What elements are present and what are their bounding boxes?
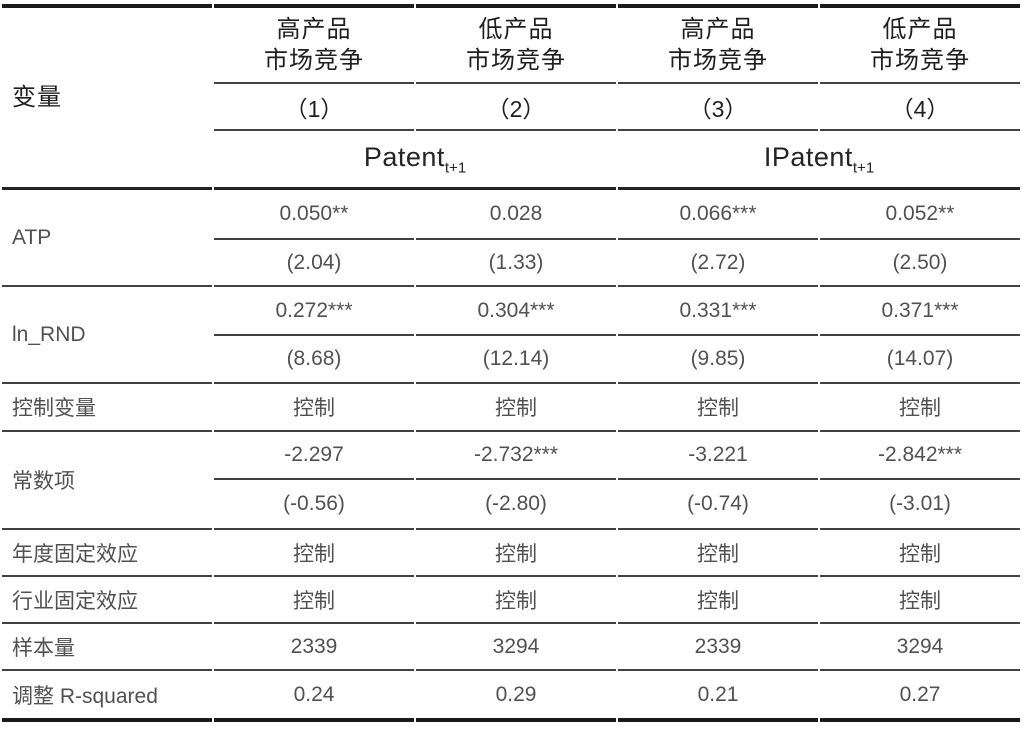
row-label: 行业固定效应 — [2, 577, 212, 624]
regression-results-table: 变量 高产品 市场竞争 低产品 市场竞争 高产品 市场竞争 低产品 市场竞争 （… — [0, 4, 1022, 722]
model-number-1: （1） — [214, 84, 414, 131]
coef-cell: 0.304*** — [416, 287, 616, 336]
depvar-subscript: t+1 — [852, 159, 875, 177]
coef-cell: -2.297 — [214, 432, 414, 480]
depvar-base: IPatent — [763, 141, 853, 172]
variable-column-header: 变量 — [2, 4, 212, 190]
group-header-line: 市场竞争 — [264, 47, 364, 74]
value-cell: 0.21 — [618, 671, 818, 722]
row-constant-tstat: (-0.56) (-2.80) (-0.74) (-3.01) — [2, 480, 1020, 530]
tstat-cell: (-3.01) — [820, 480, 1020, 530]
value-cell: 控制 — [618, 577, 818, 624]
row-lnrnd-coef: ln_RND 0.272*** 0.304*** 0.331*** 0.371*… — [2, 287, 1020, 384]
group-header-line: 高产品 — [680, 16, 756, 43]
coef-cell: 0.371*** — [820, 287, 1020, 336]
value-cell: 0.24 — [214, 671, 414, 722]
coef-cell: -3.221 — [618, 432, 818, 480]
header-model-number-row: （1） （2） （3） （4） — [2, 84, 1020, 131]
coef-cell: -2.842*** — [820, 432, 1020, 480]
value-cell: 控制 — [416, 577, 616, 624]
group-header-line: 低产品 — [882, 16, 958, 43]
value-cell: 控制 — [820, 530, 1020, 577]
value-cell: 控制 — [416, 530, 616, 577]
group-header-1: 高产品 市场竞争 — [214, 4, 414, 84]
depvar-ipatent: IPatentt+1 — [618, 131, 1020, 190]
value-cell: 3294 — [416, 624, 616, 671]
tstat-cell: (12.14) — [416, 336, 616, 384]
row-label: 控制变量 — [2, 384, 212, 432]
depvar-patent: Patentt+1 — [214, 131, 616, 190]
coef-cell: 0.331*** — [618, 287, 818, 336]
row-adj-r2: 调整 R-squared 0.24 0.29 0.21 0.27 — [2, 671, 1020, 722]
value-cell: 0.27 — [820, 671, 1020, 722]
tstat-cell: (2.72) — [618, 240, 818, 287]
row-industry-fe: 行业固定效应 控制 控制 控制 控制 — [2, 577, 1020, 624]
row-label: 样本量 — [2, 624, 212, 671]
group-header-line: 市场竞争 — [668, 47, 768, 74]
value-cell: 控制 — [214, 530, 414, 577]
row-controls: 控制变量 控制 控制 控制 控制 — [2, 384, 1020, 432]
row-label: ln_RND — [2, 287, 212, 384]
depvar-subscript: t+1 — [444, 159, 467, 177]
row-atp-tstat: (2.04) (1.33) (2.72) (2.50) — [2, 240, 1020, 287]
group-header-4: 低产品 市场竞争 — [820, 4, 1020, 84]
coef-cell: -2.732*** — [416, 432, 616, 480]
row-label: 年度固定效应 — [2, 530, 212, 577]
row-lnrnd-tstat: (8.68) (12.14) (9.85) (14.07) — [2, 336, 1020, 384]
coef-cell: 0.272*** — [214, 287, 414, 336]
row-year-fe: 年度固定效应 控制 控制 控制 控制 — [2, 530, 1020, 577]
group-header-2: 低产品 市场竞争 — [416, 4, 616, 84]
model-number-4: （4） — [820, 84, 1020, 131]
tstat-cell: (8.68) — [214, 336, 414, 384]
row-constant-coef: 常数项 -2.297 -2.732*** -3.221 -2.842*** — [2, 432, 1020, 530]
value-cell: 控制 — [214, 384, 414, 432]
value-cell: 控制 — [618, 384, 818, 432]
group-header-line: 市场竞争 — [870, 47, 970, 74]
row-n-obs: 样本量 2339 3294 2339 3294 — [2, 624, 1020, 671]
depvar-base: Patent — [363, 141, 445, 172]
coef-cell: 0.050** — [214, 190, 414, 240]
value-cell: 3294 — [820, 624, 1020, 671]
value-cell: 0.29 — [416, 671, 616, 722]
tstat-cell: (-2.80) — [416, 480, 616, 530]
value-cell: 控制 — [820, 577, 1020, 624]
row-label: ATP — [2, 190, 212, 287]
value-cell: 控制 — [820, 384, 1020, 432]
value-cell: 控制 — [618, 530, 818, 577]
row-atp-coef: ATP 0.050** 0.028 0.066*** 0.052** — [2, 190, 1020, 287]
value-cell: 控制 — [214, 577, 414, 624]
tstat-cell: (1.33) — [416, 240, 616, 287]
row-label: 调整 R-squared — [2, 671, 212, 722]
header-group-row: 变量 高产品 市场竞争 低产品 市场竞争 高产品 市场竞争 低产品 市场竞争 — [2, 4, 1020, 190]
tstat-cell: (9.85) — [618, 336, 818, 384]
group-header-line: 高产品 — [276, 16, 352, 43]
row-label: 常数项 — [2, 432, 212, 530]
group-header-3: 高产品 市场竞争 — [618, 4, 818, 84]
model-number-3: （3） — [618, 84, 818, 131]
group-header-line: 市场竞争 — [466, 47, 566, 74]
coef-cell: 0.066*** — [618, 190, 818, 240]
coef-cell: 0.052** — [820, 190, 1020, 240]
value-cell: 控制 — [416, 384, 616, 432]
tstat-cell: (2.50) — [820, 240, 1020, 287]
group-header-line: 低产品 — [478, 16, 554, 43]
tstat-cell: (-0.56) — [214, 480, 414, 530]
tstat-cell: (2.04) — [214, 240, 414, 287]
model-number-2: （2） — [416, 84, 616, 131]
header-depvar-row: Patentt+1 IPatentt+1 — [2, 131, 1020, 190]
tstat-cell: (14.07) — [820, 336, 1020, 384]
coef-cell: 0.028 — [416, 190, 616, 240]
value-cell: 2339 — [214, 624, 414, 671]
tstat-cell: (-0.74) — [618, 480, 818, 530]
value-cell: 2339 — [618, 624, 818, 671]
